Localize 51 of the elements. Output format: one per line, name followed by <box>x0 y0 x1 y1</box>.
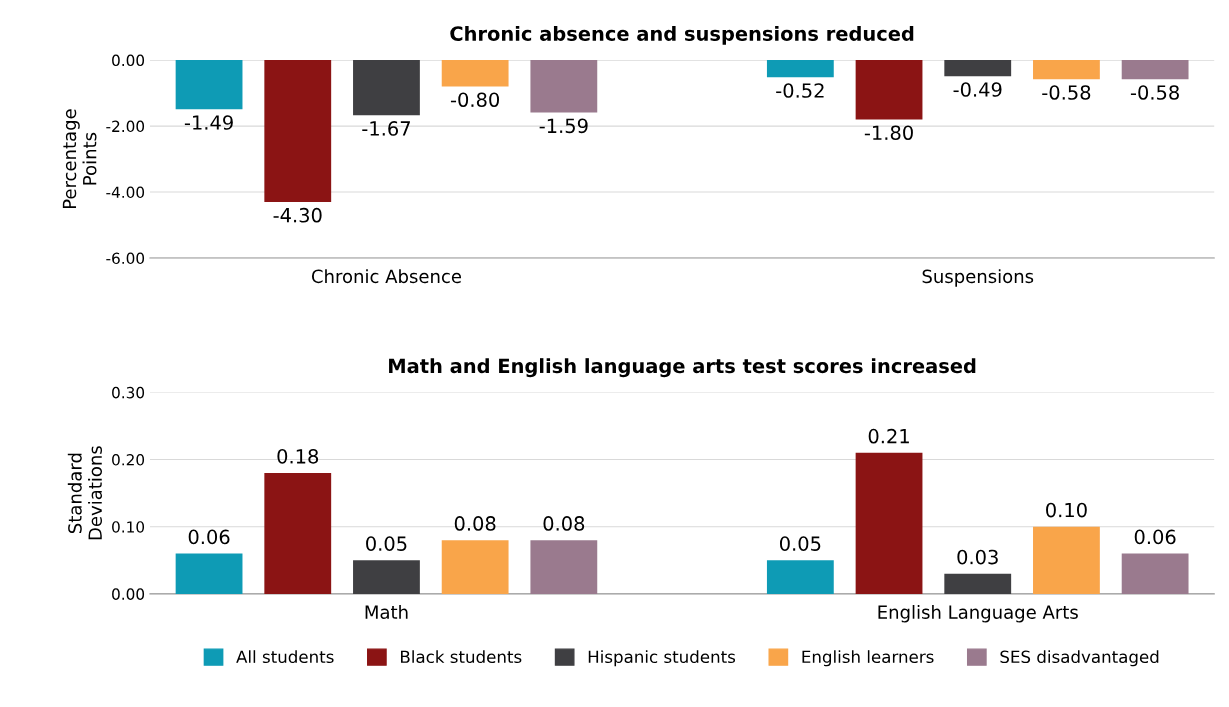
chart-title: Math and English language arts test scores increased <box>389 358 976 378</box>
data-label: -4.30 <box>273 207 322 223</box>
y-tick-label: 0.00 <box>112 54 145 67</box>
data-label: -0.80 <box>450 92 500 108</box>
data-label: -1.67 <box>362 121 410 136</box>
legend-label: SES disadvantaged <box>1000 650 1159 667</box>
legend-label: English learners <box>802 650 934 667</box>
x-tick-label: Suspensions <box>922 269 1034 287</box>
x-tick-label: Math <box>365 604 408 619</box>
x-tick-label: Chronic Absence <box>311 269 462 284</box>
data-label: 0.06 <box>1134 529 1176 545</box>
bar <box>441 540 509 594</box>
legend-label: Hispanic students <box>588 650 736 667</box>
data-label: -0.58 <box>1042 85 1091 100</box>
bar <box>944 573 1012 594</box>
data-label: 0.08 <box>543 516 585 531</box>
y-tick-label: 0.20 <box>112 454 145 466</box>
data-label: 0.18 <box>277 448 319 464</box>
data-label: 0.05 <box>779 536 821 551</box>
data-label: 0.10 <box>1046 502 1087 518</box>
data-label: -0.52 <box>776 83 824 98</box>
data-label: -1.49 <box>184 115 233 130</box>
data-label: 0.03 <box>957 549 998 565</box>
y-tick-label: 0.00 <box>112 588 145 600</box>
legend-label: All students <box>236 650 334 664</box>
y-tick-label: 0.10 <box>112 521 145 533</box>
y-tick-label: -2.00 <box>106 120 145 133</box>
bar <box>766 560 834 594</box>
data-label: 0.06 <box>188 529 230 545</box>
data-label: 0.21 <box>868 428 909 444</box>
bar <box>264 472 332 594</box>
bar <box>175 553 243 594</box>
y-tick-label: 0.30 <box>112 386 145 399</box>
bar <box>855 452 923 594</box>
data-label: -0.58 <box>1130 85 1179 100</box>
legend-label: Black students <box>401 650 522 664</box>
x-tick-label: English Language Arts <box>878 604 1078 623</box>
bar <box>353 560 420 594</box>
data-label: 0.05 <box>366 536 407 551</box>
data-label: -1.80 <box>864 125 913 141</box>
y-tick-label: -6.00 <box>106 252 145 265</box>
chart-title: Chronic absence and suspensions reduced <box>450 25 914 45</box>
data-label: 0.08 <box>454 516 496 531</box>
bar <box>1033 526 1100 594</box>
y-tick-label: -4.00 <box>106 186 145 199</box>
data-label: -0.49 <box>953 82 1002 97</box>
bar <box>530 540 598 594</box>
bar <box>1121 553 1189 594</box>
y-axis-title: Percentage Points <box>62 109 97 209</box>
y-axis-title: Standard Deviations <box>67 446 103 540</box>
data-label: -1.59 <box>539 118 588 134</box>
